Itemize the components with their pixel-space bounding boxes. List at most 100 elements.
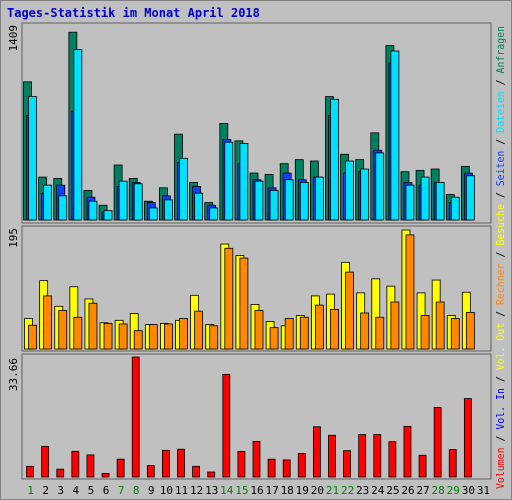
x-tick-label-23: 23	[356, 484, 369, 497]
volumen-bar-18	[282, 459, 291, 478]
rechner-bar-20	[314, 304, 324, 350]
rechner-bar-14	[224, 247, 234, 350]
rechner-bar-4	[73, 316, 83, 350]
rechner-bar-19	[299, 316, 309, 350]
rechner-bar-30	[465, 311, 475, 350]
rechner-bar-10	[164, 323, 173, 350]
volumen-bar-6	[101, 473, 110, 478]
dateien-bar-27	[420, 176, 430, 221]
dateien-bar-17	[269, 190, 279, 221]
volumen-bar-3	[56, 468, 65, 478]
x-tick-label-16: 16	[250, 484, 263, 497]
x-tick-label-17: 17	[265, 484, 278, 497]
volumen-bar-26	[403, 425, 412, 478]
dateien-bar-15	[239, 143, 249, 221]
rechner-bar-26	[405, 234, 415, 350]
rechner-bar-8	[133, 330, 143, 350]
x-tick-label-28: 28	[432, 484, 445, 497]
volumen-bar-28	[433, 407, 442, 478]
rechner-bar-18	[284, 318, 294, 350]
rechner-bar-9	[148, 324, 158, 350]
volumen-bar-1	[26, 465, 34, 478]
rechner-bar-13	[209, 325, 219, 350]
x-tick-label-6: 6	[103, 484, 110, 497]
x-tick-label-5: 5	[88, 484, 95, 497]
dateien-bar-24	[375, 152, 385, 221]
x-tick-label-11: 11	[175, 484, 188, 497]
dateien-bar-1	[28, 96, 37, 221]
x-tick-label-18: 18	[281, 484, 294, 497]
volumen-bar-9	[146, 465, 155, 478]
legend-seiten: Seiten	[494, 151, 507, 187]
x-tick-label-12: 12	[190, 484, 203, 497]
dateien-bar-3	[58, 195, 68, 221]
legend-dateien: Dateien	[494, 91, 507, 133]
rechner-bar-17	[269, 327, 279, 350]
x-tick-label-27: 27	[416, 484, 429, 497]
x-tick-label-3: 3	[57, 484, 64, 497]
dateien-bar-29	[450, 196, 460, 221]
volumen-bar-25	[388, 441, 397, 478]
volumen-bar-29	[448, 449, 457, 478]
x-tick-label-9: 9	[148, 484, 155, 497]
volumen-bar-16	[252, 440, 261, 478]
dateien-bar-2	[43, 184, 53, 221]
dateien-bar-16	[254, 180, 264, 221]
volumen-bar-30	[463, 398, 472, 478]
rechner-bar-23	[360, 312, 370, 350]
x-tick-label-21: 21	[326, 484, 339, 497]
dateien-bar-18	[284, 179, 294, 221]
volumen-bar-5	[86, 454, 95, 478]
volumen-bar-4	[71, 450, 80, 478]
legend: Volumen / Vol. In / Vol. Out / Rechner /…	[494, 26, 507, 489]
chart-title: Tages-Statistik im Monat April 2018	[7, 6, 260, 20]
rechner-bar-29	[450, 318, 460, 350]
x-tick-label-2: 2	[42, 484, 49, 497]
dateien-bar-28	[435, 182, 445, 221]
dateien-bar-11	[179, 157, 188, 221]
rechner-bar-27	[420, 315, 430, 350]
rechner-bar-7	[118, 323, 128, 350]
rechner-bar-24	[375, 316, 385, 350]
dateien-bar-23	[360, 168, 370, 221]
x-tick-label-8: 8	[133, 484, 140, 497]
dateien-bar-19	[299, 182, 309, 221]
x-tick-label-19: 19	[296, 484, 309, 497]
dateien-bar-6	[103, 210, 113, 221]
legend-vol-in: Vol. In	[494, 388, 507, 430]
volumen-bar-24	[373, 434, 382, 478]
x-tick-label-30: 30	[462, 484, 475, 497]
volumen-bar-13	[207, 471, 216, 478]
volumen-bar-27	[418, 454, 427, 478]
dateien-bar-14	[224, 141, 234, 221]
legend-sep-5: /	[494, 186, 507, 204]
volumen-bar-10	[162, 449, 170, 478]
rechner-bar-16	[254, 310, 264, 350]
volumen-bar-17	[267, 458, 276, 478]
dateien-bar-13	[209, 207, 219, 221]
volumen-bar-14	[222, 373, 231, 478]
volumen-bar-19	[297, 453, 306, 478]
dateien-bar-7	[118, 180, 128, 221]
y-max-label-besuche: 195	[7, 228, 20, 248]
legend-anfragen: Anfragen	[494, 26, 507, 73]
legend-rechner: Rechner	[494, 263, 507, 305]
volumen-bar-8	[131, 356, 140, 478]
volumen-bar-22	[343, 450, 351, 478]
dateien-bar-25	[390, 50, 400, 221]
volumen-bar-2	[41, 445, 50, 478]
x-tick-label-14: 14	[220, 484, 234, 497]
legend-volumen: Volumen	[494, 447, 507, 489]
volumen-bar-11	[177, 448, 185, 478]
x-tick-label-26: 26	[401, 484, 414, 497]
x-tick-label-1: 1	[27, 484, 34, 497]
legend-sep-6: /	[494, 133, 507, 151]
volumen-bar-12	[192, 465, 201, 478]
legend-sep-7: /	[494, 73, 507, 91]
dateien-bar-22	[345, 160, 354, 221]
rechner-bar-15	[239, 257, 249, 350]
y-max-label-anfragen: 1409	[7, 25, 20, 52]
rechner-bar-28	[435, 301, 445, 350]
